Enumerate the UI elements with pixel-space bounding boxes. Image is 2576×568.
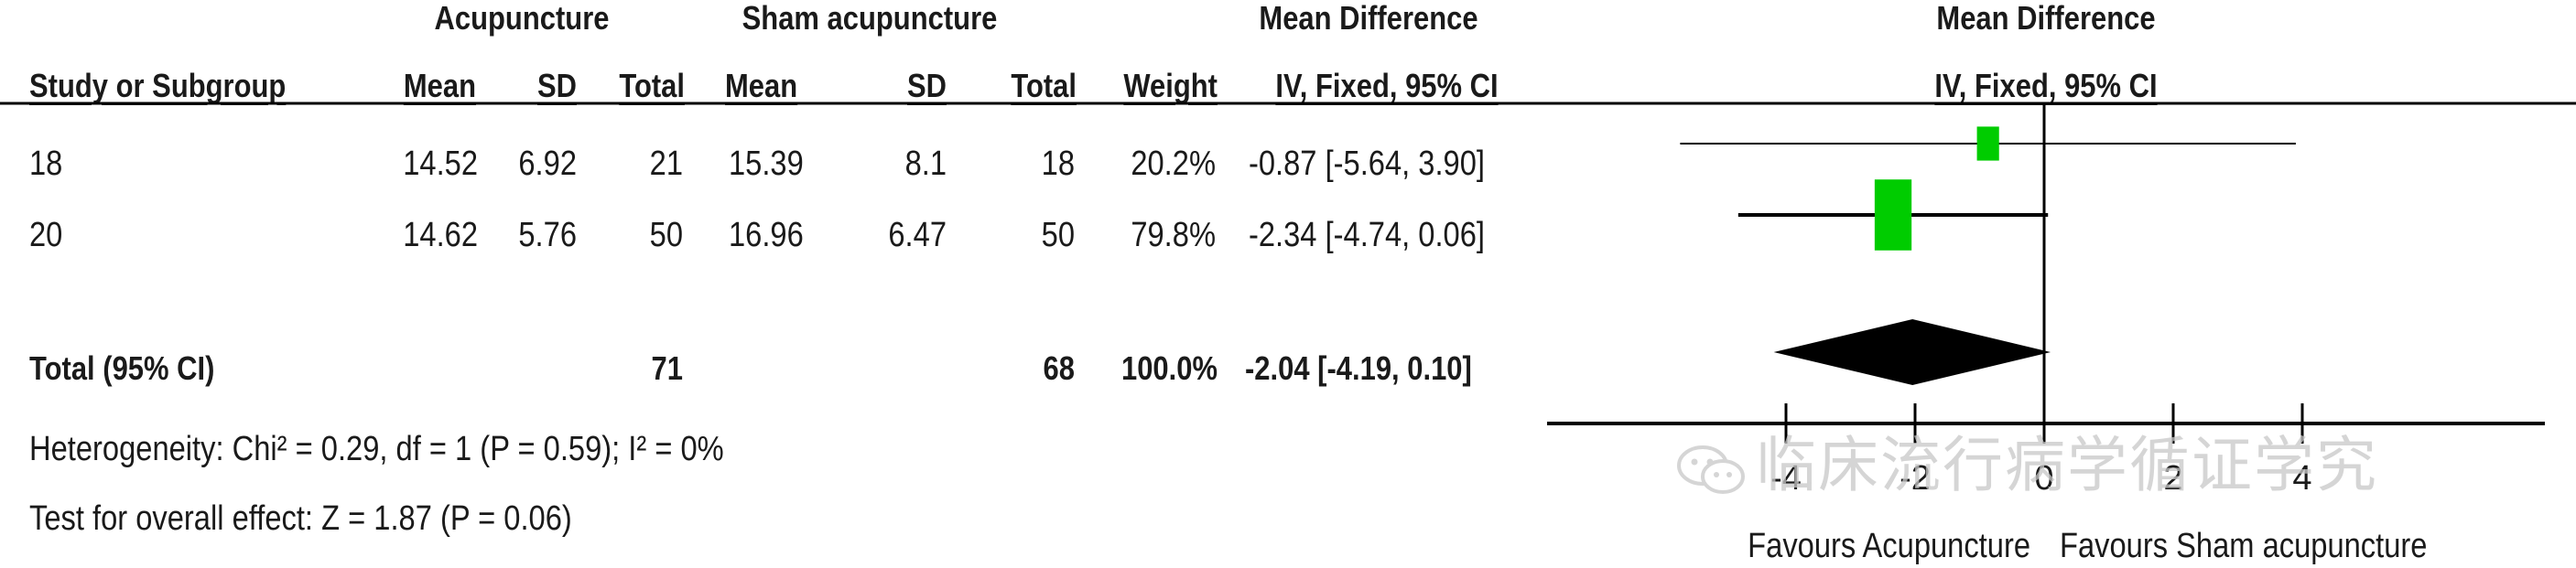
- heterogeneity-text: Heterogeneity: Chi² = 0.29, df = 1 (P = …: [29, 430, 724, 468]
- col-sd2-header: SD: [906, 67, 947, 104]
- study-ci: -0.87 [-5.64, 3.90]: [1249, 145, 1485, 183]
- x-tick-label: 0: [2034, 459, 2053, 498]
- total-ci: -2.04 [-4.19, 0.10]: [1245, 349, 1472, 387]
- study-sd2: 6.47: [888, 216, 947, 254]
- study-total1: 21: [649, 145, 683, 183]
- study-mean1: 14.52: [403, 145, 478, 183]
- study-ci: -2.34 [-4.74, 0.06]: [1249, 216, 1485, 254]
- study-total2: 18: [1041, 145, 1075, 183]
- study-marks: [1680, 126, 2296, 385]
- total-weight: 100.0%: [1120, 349, 1218, 387]
- study-sd2: 8.1: [904, 145, 947, 183]
- study-sd1: 5.76: [518, 216, 577, 254]
- col-study-header: Study or Subgroup: [29, 67, 287, 104]
- col-sd1-header: SD: [536, 67, 577, 104]
- x-tick-label: -4: [1770, 459, 1802, 498]
- study-mean2: 15.39: [729, 145, 804, 183]
- wechat-icon: [1677, 445, 1745, 494]
- study-total2: 50: [1041, 216, 1075, 254]
- col-ci-left-header: IV, Fixed, 95% CI: [1275, 67, 1499, 104]
- favours-left-label: Favours Acupuncture: [1748, 527, 2030, 565]
- col-total1-header: Total: [619, 67, 685, 104]
- group2-header: Sham acupuncture: [741, 0, 998, 37]
- study-name: 18: [29, 145, 63, 183]
- study-weight: 79.8%: [1131, 216, 1216, 254]
- x-axis-ticks: -4 -2 0 2 4: [1770, 403, 2312, 498]
- watermark-text: 临床流行病学循证学究: [1756, 431, 2378, 498]
- md-left-header: Mean Difference: [1259, 0, 1478, 37]
- watermark: 临床流行病学循证学究: [1675, 416, 2378, 504]
- x-tick-label: 2: [2163, 459, 2182, 498]
- study-mean1: 14.62: [403, 216, 478, 254]
- study-total1: 50: [649, 216, 683, 254]
- total2: 68: [1043, 349, 1075, 387]
- overall-effect-text: Test for overall effect: Z = 1.87 (P = 0…: [29, 499, 572, 538]
- study-sd1: 6.92: [518, 145, 577, 183]
- pooled-diamond: [1773, 319, 2051, 385]
- col-mean1-header: Mean: [403, 67, 476, 104]
- col-ci-right-header: IV, Fixed, 95% CI: [1934, 67, 2158, 104]
- col-mean2-header: Mean: [725, 67, 798, 104]
- x-tick-label: -2: [1900, 459, 1931, 498]
- col-weight-header: Weight: [1123, 67, 1218, 104]
- group1-header: Acupuncture: [434, 0, 610, 37]
- study-name: 20: [29, 216, 63, 254]
- x-tick-label: 4: [2292, 459, 2311, 498]
- favours-right-label: Favours Sham acupuncture: [2060, 527, 2428, 565]
- study-point-marker: [1874, 179, 1912, 251]
- col-total2-header: Total: [1011, 67, 1077, 104]
- study-point-marker: [1976, 126, 1999, 161]
- md-right-header: Mean Difference: [1936, 0, 2156, 37]
- total-label: Total (95% CI): [29, 349, 215, 387]
- study-mean2: 16.96: [729, 216, 804, 254]
- study-weight: 20.2%: [1131, 145, 1216, 183]
- total1: 71: [651, 349, 683, 387]
